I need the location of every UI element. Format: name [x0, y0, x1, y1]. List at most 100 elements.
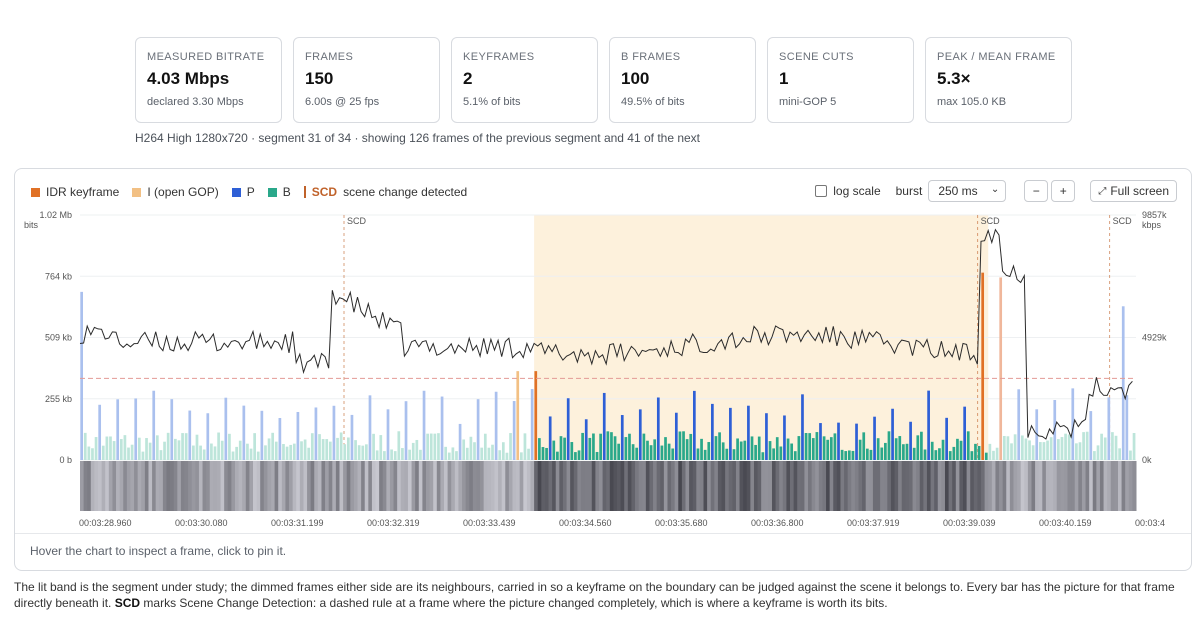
frame-bar — [999, 277, 1003, 460]
frame-bar — [386, 409, 390, 460]
frame-bar — [519, 452, 523, 460]
burst-select[interactable]: 250 ms ⌄ — [928, 180, 1007, 202]
frame-thumbnail — [166, 461, 171, 511]
x-tick-label: 00:03:37.919 — [847, 518, 900, 528]
frame-thumbnail — [462, 461, 467, 511]
frame-bar — [685, 439, 689, 460]
frame-thumbnail — [512, 461, 517, 511]
frame-thumbnail — [606, 461, 611, 511]
frame-bar — [556, 451, 559, 460]
legend-scd-tag: SCD — [311, 185, 338, 199]
x-tick-label: 00:03:34.560 — [559, 518, 612, 528]
frame-bar — [516, 371, 520, 460]
frame-bar — [217, 432, 220, 460]
frame-thumbnail — [105, 461, 110, 511]
frame-bar — [1103, 437, 1107, 460]
frame-thumbnail — [328, 461, 333, 511]
frame-thumbnail — [184, 461, 189, 511]
frame-thumbnail — [1009, 461, 1014, 511]
frame-bar — [188, 410, 192, 460]
frame-thumbnail — [177, 461, 182, 511]
scd-label: SCD — [1113, 216, 1133, 226]
frame-bar — [213, 446, 217, 460]
frame-bar — [109, 436, 112, 460]
frame-bar — [491, 444, 494, 460]
scd-rule-icon — [303, 186, 306, 198]
zoom-out-button[interactable]: − — [1024, 180, 1049, 202]
frame-bar — [584, 419, 588, 460]
frame-bar — [880, 447, 884, 460]
frame-thumbnail — [1085, 461, 1090, 511]
frame-bar — [469, 436, 473, 460]
frame-thumbnail — [1089, 461, 1094, 511]
frame-bar — [321, 439, 325, 460]
frame-thumbnail — [620, 461, 625, 511]
log-scale-label[interactable]: log scale — [833, 184, 881, 198]
frame-bar — [501, 442, 505, 460]
frame-bar — [365, 444, 368, 460]
frame-bar — [966, 431, 970, 460]
frame-thumbnail — [335, 461, 340, 511]
log-scale-checkbox[interactable] — [815, 185, 828, 197]
expand-icon: ⤢ — [1098, 185, 1107, 197]
frame-thumbnail — [537, 461, 542, 511]
frame-bar — [754, 444, 757, 460]
frame-bar — [426, 433, 429, 460]
legend-p: P — [231, 185, 255, 199]
stream-meta: H264 High 1280x720 · segment 31 of 34 · … — [135, 131, 701, 145]
frame-thumbnail — [231, 461, 236, 511]
frame-thumbnail — [912, 461, 917, 511]
frame-bar — [1006, 436, 1010, 460]
frame-thumbnail — [368, 461, 373, 511]
frame-bar — [210, 443, 213, 460]
frame-bar — [602, 392, 606, 460]
frame-size-chart[interactable]: 1.02 Mb 764 kb 509 kb 255 kb 0 b bits 9857k 492… — [15, 169, 1192, 537]
frame-bar — [631, 444, 635, 460]
frame-bar — [790, 443, 794, 460]
frame-thumbnail — [944, 461, 950, 511]
frame-bar — [840, 449, 844, 460]
frame-thumbnail — [476, 461, 481, 511]
frame-bar — [181, 433, 184, 460]
frame-thumbnail — [598, 461, 604, 511]
frame-bar — [314, 407, 318, 460]
frame-thumbnail — [263, 461, 268, 511]
full-screen-label: Full screen — [1110, 184, 1169, 198]
frame-bar — [570, 442, 574, 460]
frame-bar — [1020, 435, 1024, 460]
frame-bar — [1132, 433, 1136, 460]
frame-thumbnail — [159, 461, 164, 511]
frame-thumbnail — [743, 461, 748, 511]
frame-thumbnail — [577, 461, 582, 511]
frame-bar — [599, 433, 602, 460]
full-screen-button[interactable]: ⤢ Full screen — [1090, 180, 1177, 202]
zoom-in-button[interactable]: + — [1051, 180, 1076, 202]
frame-bar — [1082, 432, 1085, 460]
frame-bar — [451, 447, 455, 460]
frame-thumbnail — [498, 461, 503, 511]
frame-thumbnail — [699, 461, 705, 511]
frame-bar — [574, 452, 577, 460]
frame-thumbnail — [1049, 461, 1054, 511]
frame-thumbnail — [516, 461, 521, 511]
frame-thumbnail — [534, 461, 539, 511]
frame-bar — [678, 431, 682, 460]
frame-bar — [815, 432, 819, 460]
frame-bar — [988, 443, 992, 460]
frame-thumbnail — [444, 461, 449, 511]
frame-bar — [714, 436, 718, 460]
frame-bar — [1060, 437, 1064, 460]
frame-bar — [545, 447, 548, 460]
frame-thumbnail — [1024, 461, 1029, 511]
frame-thumbnail — [436, 461, 441, 511]
frame-bar — [664, 437, 667, 460]
frame-thumbnail — [1067, 461, 1072, 511]
frame-bar — [628, 433, 631, 460]
frame-bar — [1107, 397, 1111, 460]
frame-thumbnail — [591, 461, 596, 511]
frame-thumbnail — [703, 461, 708, 511]
frame-bar — [87, 446, 91, 460]
y-tick-label: 255 kb — [45, 394, 72, 404]
frame-thumbnail — [768, 461, 773, 511]
frame-bar — [743, 440, 747, 460]
